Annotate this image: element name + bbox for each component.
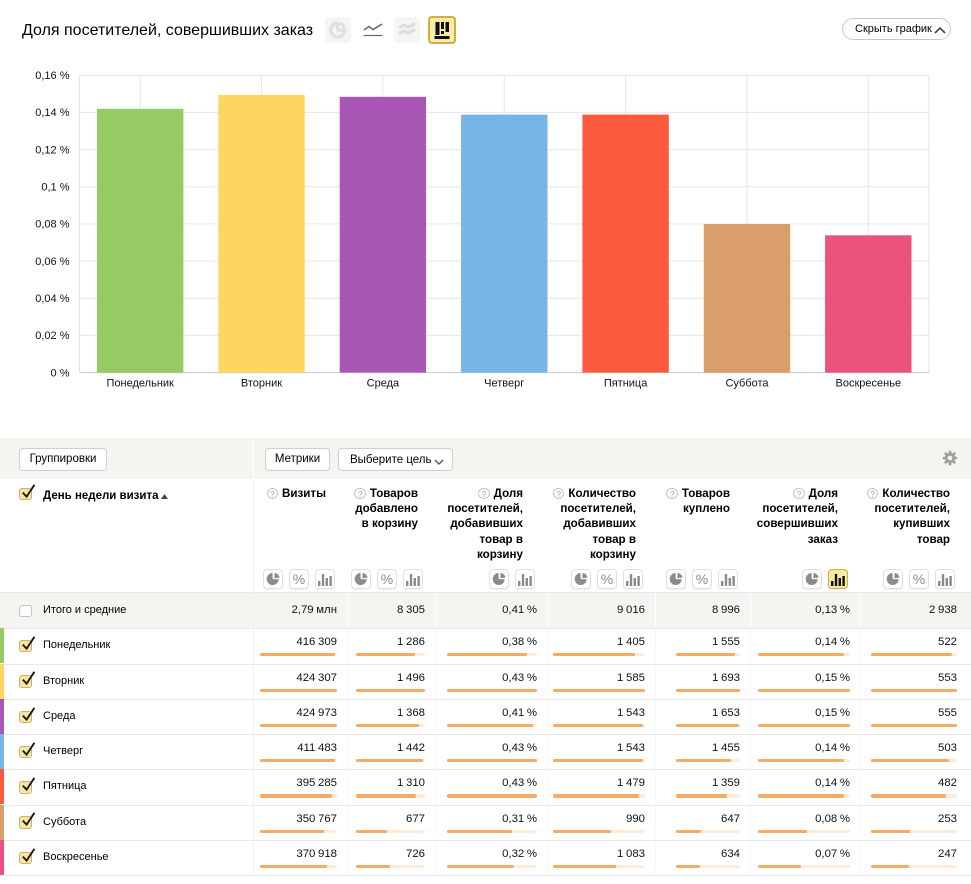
svg-text:0 %: 0 % — [51, 367, 70, 379]
svg-text:Воскресенье: Воскресенье — [836, 378, 902, 390]
svg-text:0,02 %: 0,02 % — [35, 330, 69, 342]
svg-text:0,04 %: 0,04 % — [35, 293, 69, 305]
svg-text:Четверг: Четверг — [484, 378, 524, 390]
svg-text:0,08 %: 0,08 % — [35, 219, 69, 231]
svg-text:0,16 %: 0,16 % — [35, 70, 69, 82]
svg-text:Суббота: Суббота — [725, 378, 769, 390]
svg-text:0,12 %: 0,12 % — [35, 144, 69, 156]
svg-text:Понедельник: Понедельник — [107, 378, 175, 390]
svg-text:0,06 %: 0,06 % — [35, 256, 69, 268]
svg-text:Среда: Среда — [367, 378, 400, 390]
svg-text:Вторник: Вторник — [241, 378, 282, 390]
svg-text:0,1 %: 0,1 % — [41, 182, 69, 194]
svg-text:0,14 %: 0,14 % — [35, 107, 69, 119]
svg-text:Пятница: Пятница — [604, 378, 648, 390]
